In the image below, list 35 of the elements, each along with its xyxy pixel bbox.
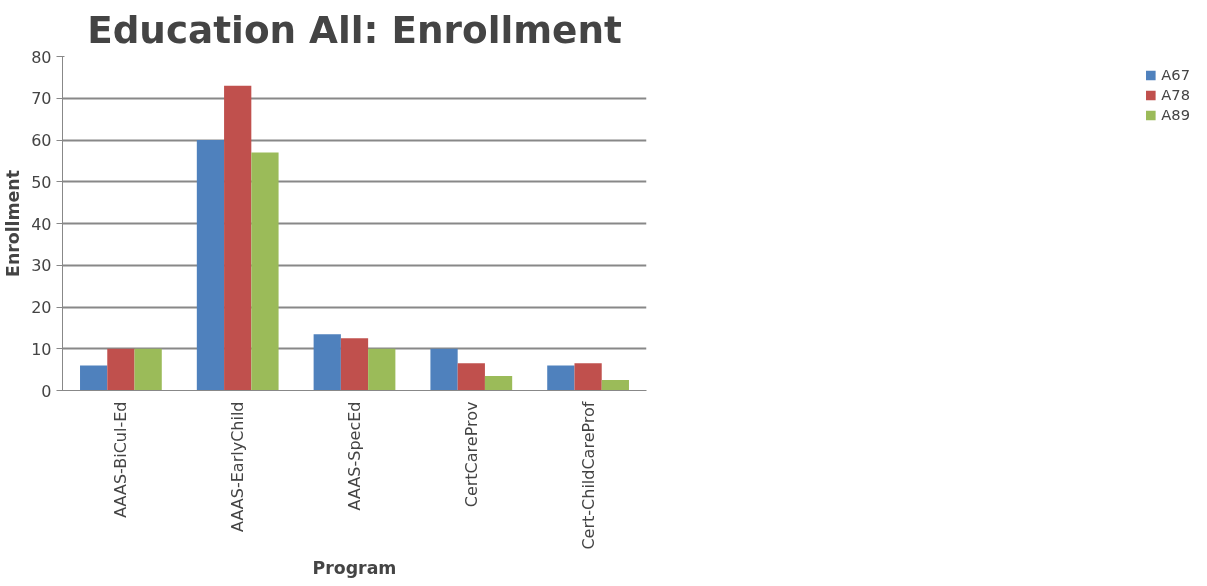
y-tick-label: 40 [31, 214, 52, 234]
bar [601, 380, 629, 391]
x-tick-label: CertCareProv [461, 401, 481, 508]
legend-label: A67 [1161, 66, 1190, 83]
x-tick-label: Cert-ChildCareProf [578, 401, 598, 550]
bar [574, 363, 602, 391]
y-tick-label: 80 [31, 47, 52, 67]
bar [196, 140, 225, 391]
bar [107, 348, 135, 391]
chart-title: Education All: Enrollment [87, 7, 622, 52]
bar [368, 348, 396, 391]
x-tick-label: AAAS-EarlyChild [228, 401, 248, 532]
y-tick-label: 10 [31, 339, 52, 359]
y-tick-label: 50 [31, 172, 52, 192]
y-axis-title: Enrollment [3, 170, 24, 277]
y-tick-label: 30 [31, 256, 52, 276]
bar [430, 348, 458, 391]
bar [224, 85, 252, 391]
bar [340, 338, 369, 391]
y-tick-label: 70 [31, 89, 52, 109]
x-axis-title: Program [312, 557, 397, 578]
y-tick-label: 60 [31, 131, 52, 150]
y-tick-label: 20 [31, 298, 52, 317]
bar [484, 375, 513, 391]
bar [457, 363, 485, 391]
legend-label: A78 [1161, 86, 1190, 103]
x-tick-label: AAAS-SpecEd [345, 401, 364, 511]
y-tick-label: 0 [41, 381, 52, 401]
bar [251, 152, 279, 391]
bar [134, 348, 162, 391]
bar [547, 365, 575, 391]
legend-label: A89 [1161, 106, 1190, 123]
x-tick-label: AAAS-BiCul-Ed [111, 401, 131, 518]
bar [80, 365, 108, 391]
bar [313, 334, 341, 391]
